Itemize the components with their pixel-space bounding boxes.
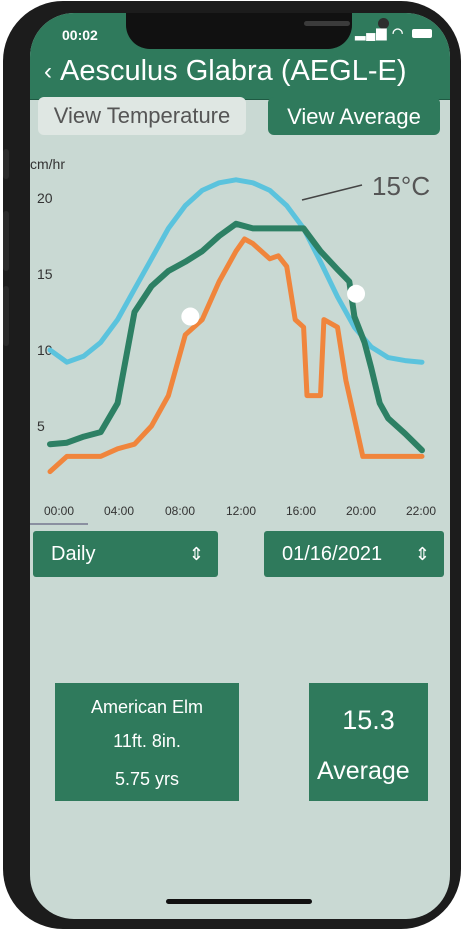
temperature-series-line	[47, 177, 425, 365]
notch	[126, 13, 389, 49]
x-tick-label: 16:00	[286, 504, 316, 515]
average-label: Average	[317, 757, 410, 785]
volume-up-button	[3, 211, 9, 271]
average-marker	[347, 284, 366, 303]
tree-info-card: American Elm 11ft. 8in. 5.75 yrs	[55, 683, 239, 801]
x-tick-label: 22:00	[406, 504, 436, 515]
x-tick-label: 08:00	[165, 504, 195, 515]
y-tick-label: 5	[37, 418, 45, 434]
y-tick-label: 15	[37, 266, 53, 282]
average-series-line	[47, 220, 425, 454]
tab-indicator	[30, 523, 88, 525]
date-select[interactable]: 01/16/2021 ⇕	[264, 531, 444, 577]
x-tick-label: 00:00	[44, 504, 74, 515]
x-tick-label: 04:00	[104, 504, 134, 515]
title-bar: ‹ Aesculus Glabra (AEGL-E)	[30, 49, 450, 100]
period-select-value: Daily	[51, 543, 96, 565]
volume-down-button	[3, 286, 9, 346]
tree-height: 11ft. 8in.	[113, 731, 181, 751]
camera	[378, 18, 389, 29]
speaker	[304, 21, 350, 26]
tree-age: 5.75 yrs	[114, 769, 180, 789]
page-title: Aesculus Glabra (AEGL-E)	[60, 55, 407, 87]
growth-series-line	[47, 236, 425, 475]
period-select[interactable]: Daily ⇕	[33, 531, 218, 577]
up-down-chevron-icon: ⇕	[188, 544, 204, 564]
status-bar: 00:02 ▂▄▆ ◠	[30, 13, 450, 49]
average-card: 15.3 Average	[309, 683, 428, 801]
growth-chart: cm/hr 20 15 10 5 00:00 04:00 08:00 12:00 16:00 20:…	[30, 156, 436, 515]
view-temperature-button[interactable]: View Temperature	[38, 97, 246, 135]
average-value: 15.3	[342, 705, 395, 735]
y-axis-label: cm/hr	[30, 156, 65, 172]
x-tick-label: 12:00	[226, 504, 256, 515]
x-tick-label: 20:00	[346, 504, 376, 515]
growth-marker	[181, 307, 200, 326]
temperature-annotation: 15°C	[372, 171, 430, 201]
home-indicator	[166, 899, 312, 904]
wifi-icon: ◠	[392, 25, 405, 40]
screen: 00:02 ▂▄▆ ◠ ‹ Aesculus Glabra (AEGL-E) V…	[30, 13, 450, 919]
mute-switch	[3, 149, 9, 179]
date-select-value: 01/16/2021	[282, 543, 383, 565]
phone-frame: 00:02 ▂▄▆ ◠ ‹ Aesculus Glabra (AEGL-E) V…	[3, 1, 461, 929]
up-down-chevron-icon: ⇕	[414, 544, 430, 564]
species-name: American Elm	[90, 697, 204, 717]
y-tick-label: 20	[37, 190, 53, 206]
view-average-button[interactable]: View Average	[268, 97, 440, 135]
battery-icon	[412, 29, 432, 39]
status-time: 00:02	[62, 27, 98, 43]
signal-icon: ▂▄▆	[355, 25, 388, 40]
status-icons: ▂▄▆ ◠	[355, 25, 432, 41]
chevron-left-icon[interactable]: ‹	[44, 58, 52, 85]
y-tick-label: 10	[37, 342, 53, 358]
annotation-leader-line	[301, 184, 363, 201]
